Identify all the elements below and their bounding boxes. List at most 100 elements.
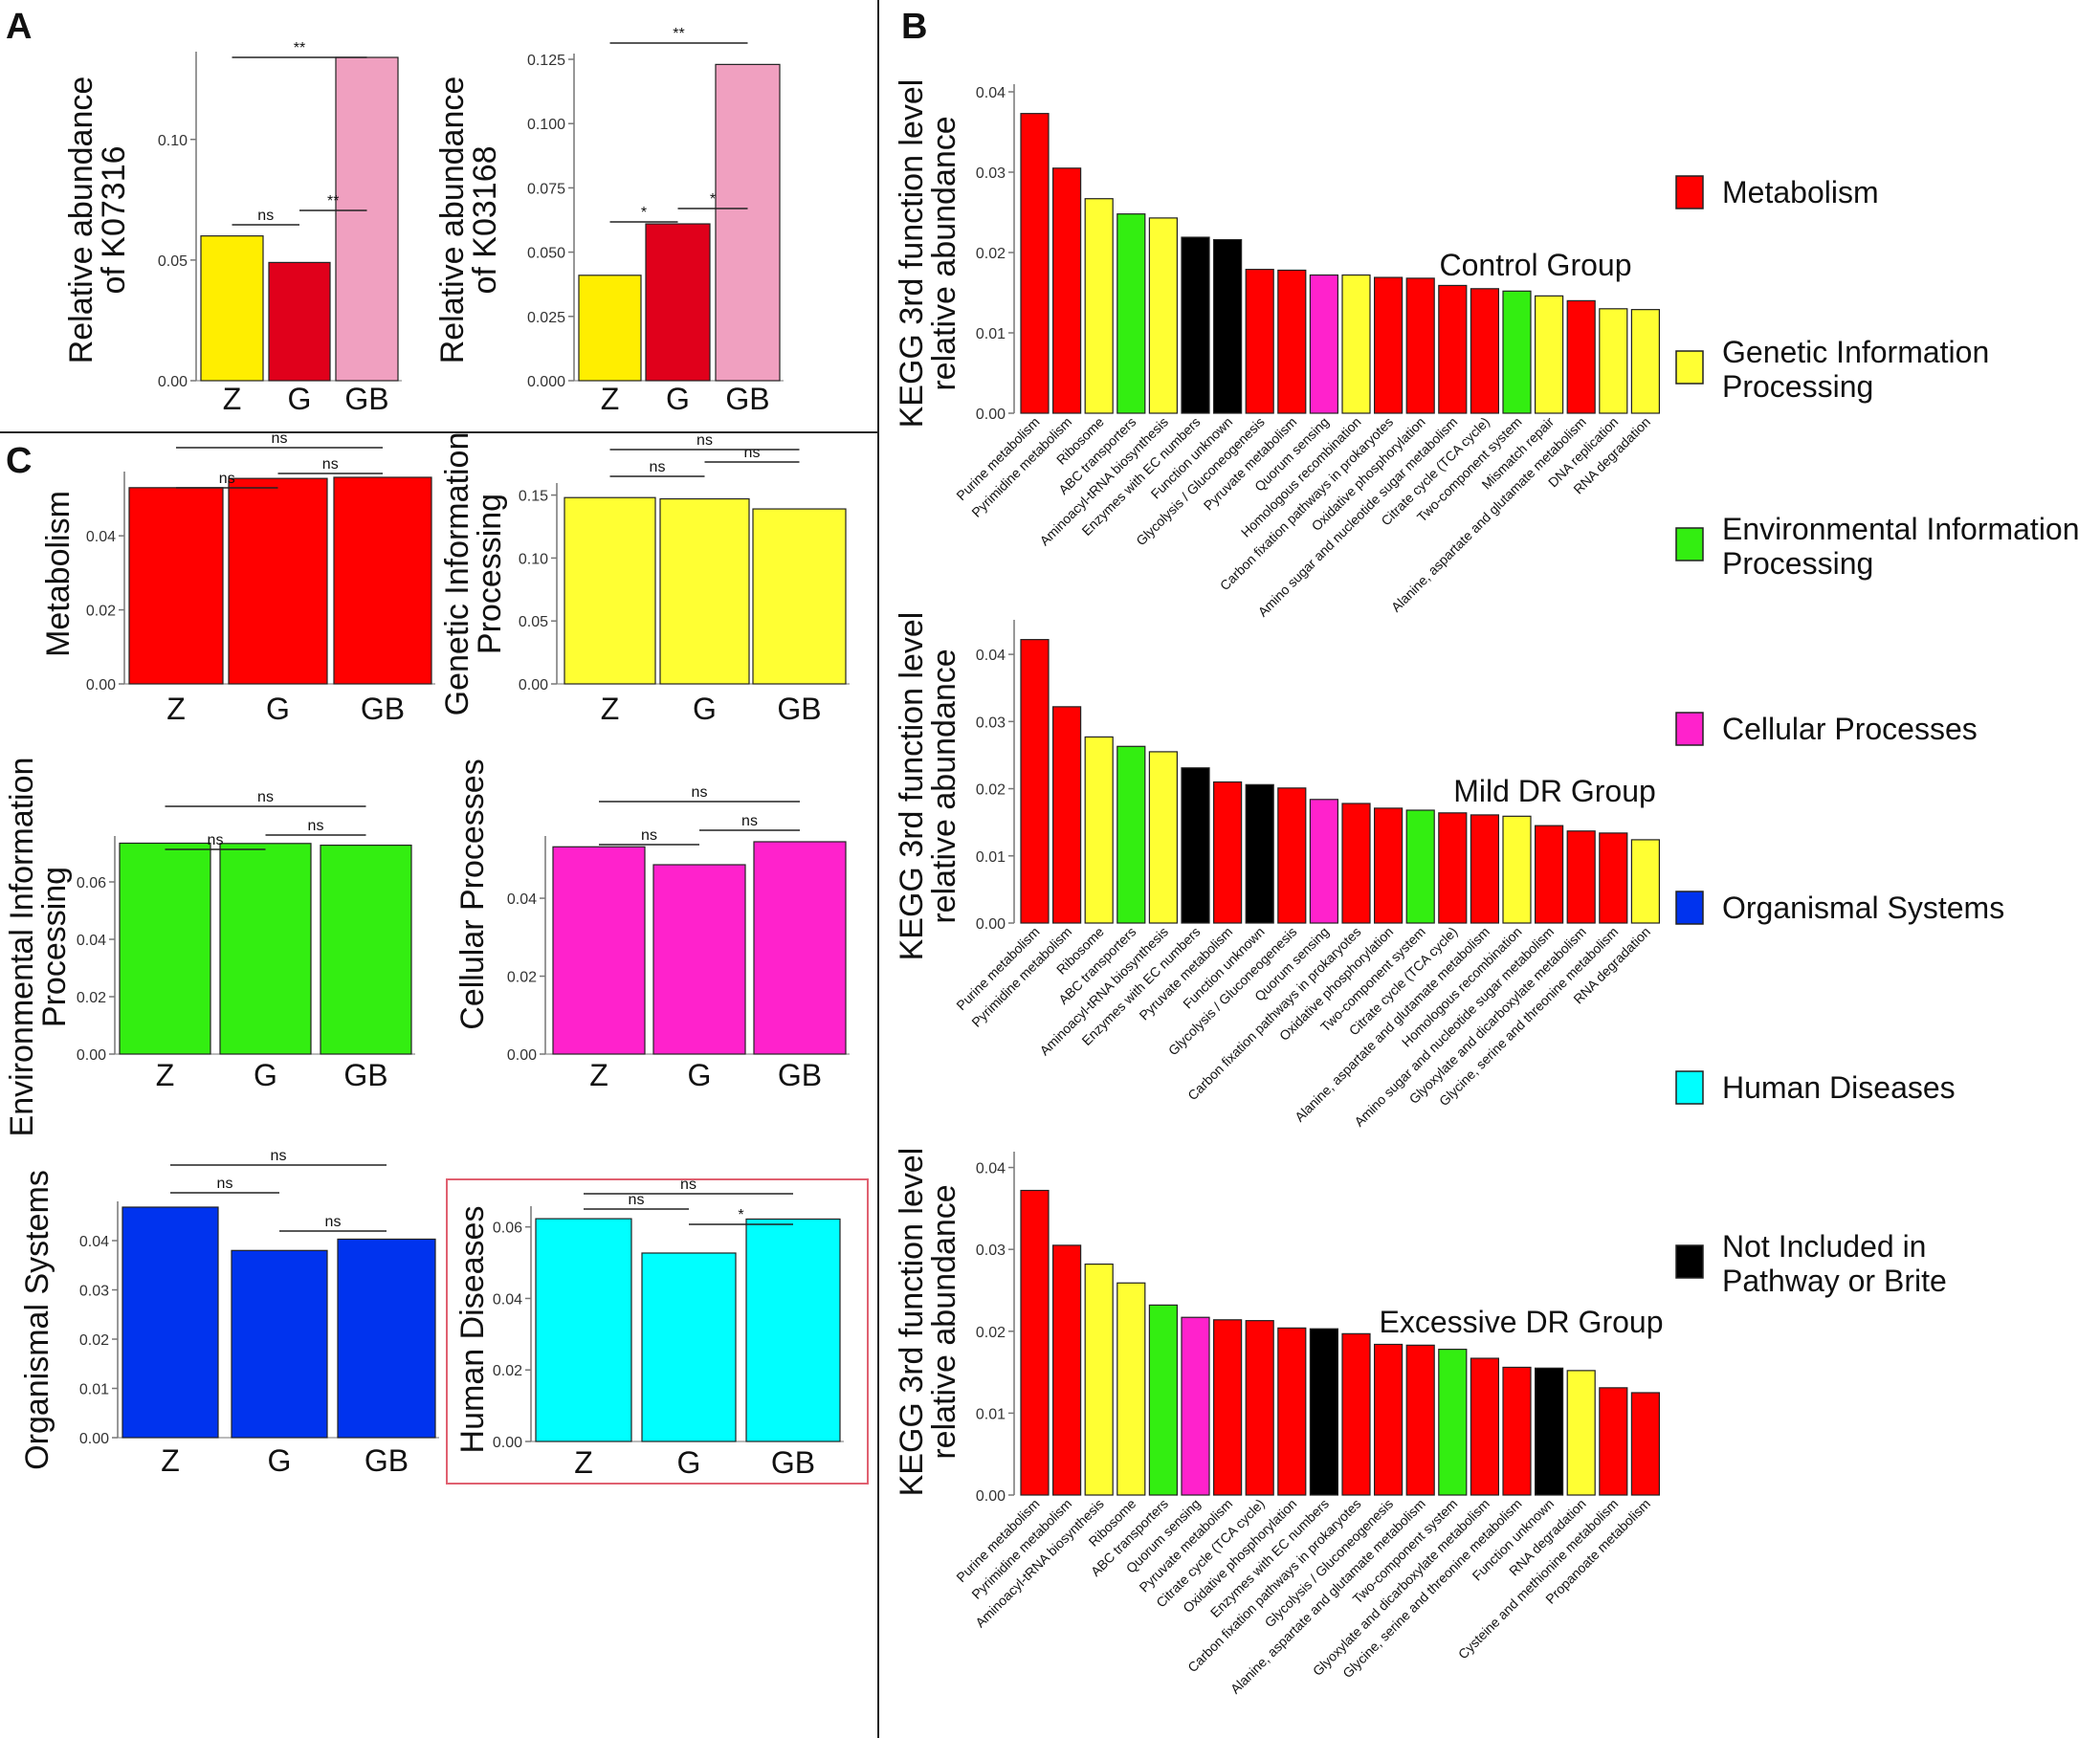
legend-swatch: [1675, 1070, 1704, 1105]
y-tick-label: 0.00: [976, 407, 1006, 423]
category-label: GB: [344, 382, 388, 416]
bar-Two-component system: [1405, 809, 1435, 924]
bar-Pyruvate metabolism: [1277, 269, 1307, 414]
category-label: GB: [771, 1445, 815, 1480]
y-axis-title-line: KEGG 3rd function level: [894, 79, 930, 429]
y-tick-label: 0.00: [493, 1435, 522, 1451]
bar-Glyoxylate and dicarboxylate metabolism: [1566, 830, 1596, 924]
y-axis-title: Environmental InformationProcessing: [4, 758, 73, 1137]
chart-C4: 0.00 0.02 0.04 Z G GB ns ns ns Cellular Processes: [454, 759, 850, 1092]
y-tick-label: 0.15: [519, 489, 548, 505]
category-label: Z: [156, 1058, 175, 1092]
bar-GB: [753, 841, 847, 1055]
bar-Amino sugar and nucleotide sugar metabolism: [1534, 825, 1564, 924]
bar-Oxidative phosphorylation: [1405, 277, 1435, 414]
y-tick-label: 0.01: [976, 1406, 1006, 1422]
bar-Cysteine and methionine metabolism: [1599, 1387, 1628, 1496]
y-tick-label: 0.00: [77, 1047, 106, 1064]
bar-Quorum sensing: [1181, 1316, 1210, 1496]
bar-Quorum sensing: [1309, 274, 1339, 414]
category-label: G: [666, 382, 690, 416]
legend-label-line: Processing: [1722, 546, 1873, 581]
y-tick-label: 0.04: [976, 85, 1006, 101]
bar-RNA degradation: [1566, 1370, 1596, 1496]
category-label: Z: [223, 382, 242, 416]
legend-label-line: Organismal Systems: [1722, 891, 2004, 925]
bar-Pyruvate metabolism: [1212, 781, 1243, 924]
bar-Enzymes with EC numbers: [1181, 767, 1210, 924]
y-axis-title-line: KEGG 3rd function level: [894, 612, 930, 961]
y-tick-label: 0.04: [493, 1291, 522, 1308]
significance-label: ns: [272, 430, 288, 447]
legend-item: Human Diseases: [1675, 1070, 1956, 1105]
bar-G: [659, 497, 750, 685]
significance-label: ns: [271, 1148, 287, 1164]
significance-label: ns: [308, 818, 324, 834]
legend-swatch: [1675, 891, 1704, 925]
chart-C2: 0.00 0.05 0.10 0.15 Z G GB ns ns ns Genetic Inform…: [439, 432, 850, 726]
y-axis-title-line: Cellular Processes: [454, 759, 491, 1029]
bar-G: [652, 864, 746, 1055]
bar-G: [219, 843, 312, 1055]
chart-title: Mild DR Group: [1453, 774, 1656, 808]
significance-label: ns: [219, 471, 235, 487]
significance-label: ns: [257, 208, 274, 224]
y-tick-label: 0.00: [86, 677, 116, 693]
bar-Z: [128, 487, 224, 685]
bar-Function unknown: [1534, 1367, 1564, 1496]
y-axis-title-line: Relative abundance: [434, 77, 471, 364]
category-label: GB: [361, 692, 405, 726]
significance-label: *: [710, 191, 716, 208]
bar-Two-component system: [1502, 290, 1532, 414]
significance-label: ns: [741, 813, 758, 829]
bar-G: [641, 1252, 737, 1442]
bar-Z: [535, 1218, 632, 1442]
y-axis-title-line: Relative abundance: [63, 77, 99, 364]
y-tick-label: 0.05: [158, 253, 188, 270]
y-axis-title-line: relative abundance: [926, 1184, 962, 1459]
y-tick-label: 0.100: [527, 117, 565, 133]
legend-swatch: [1675, 350, 1704, 385]
category-label: Z: [589, 1058, 608, 1092]
significance-label: ns: [641, 827, 657, 844]
bar-Aminoacyl-tRNA biosynthesis: [1148, 751, 1179, 924]
bar-Enzymes with EC numbers: [1309, 1328, 1339, 1496]
y-tick-label: 0.01: [79, 1382, 109, 1398]
y-axis-title: Metabolism: [40, 491, 77, 657]
category-label: G: [693, 692, 717, 726]
y-tick-label: 0.03: [976, 715, 1006, 731]
significance-label: ns: [257, 789, 274, 805]
y-tick-label: 0.04: [79, 1234, 109, 1250]
category-label: G: [677, 1445, 701, 1480]
bar-Citrate cycle (TCA cycle): [1470, 288, 1500, 414]
y-tick-label: 0.00: [519, 677, 548, 693]
y-tick-label: 0.000: [527, 374, 565, 390]
bar-Z: [564, 496, 656, 685]
bar-Glyoxylate and dicarboxylate metabolism: [1470, 1357, 1500, 1496]
bar-Pyrimidine metabolism: [1051, 167, 1082, 414]
y-tick-label: 0.125: [527, 53, 565, 69]
legend-swatch: [1675, 1244, 1704, 1279]
legend-swatch: [1675, 527, 1704, 561]
bar-Alanine, aspartate and glutamate metabolism: [1470, 814, 1500, 924]
y-tick-label: 0.10: [158, 133, 188, 149]
bar-Glycine, serine and threonine metabolism: [1599, 832, 1628, 924]
chart-A1: 0.00 0.05 0.10 Z G GB ns ** ** Relative abundance…: [63, 40, 402, 416]
significance-label: ns: [696, 432, 713, 449]
y-axis-title: Relative abundanceof K07316: [63, 77, 132, 364]
bar-Pyrimidine metabolism: [1051, 706, 1082, 924]
y-axis-title-line: Organismal Systems: [19, 1170, 55, 1470]
bar-Carbon fixation pathways in prokaryotes: [1373, 276, 1404, 414]
bar-Z: [552, 846, 646, 1055]
bar-ABC transporters: [1116, 745, 1146, 924]
y-axis-title-line: Genetic Information: [439, 432, 475, 716]
legend-label-line: Genetic Information: [1722, 335, 1989, 369]
category-label: G: [288, 382, 312, 416]
panel-label-b: B: [901, 7, 927, 47]
bar-ABC transporters: [1116, 213, 1146, 414]
